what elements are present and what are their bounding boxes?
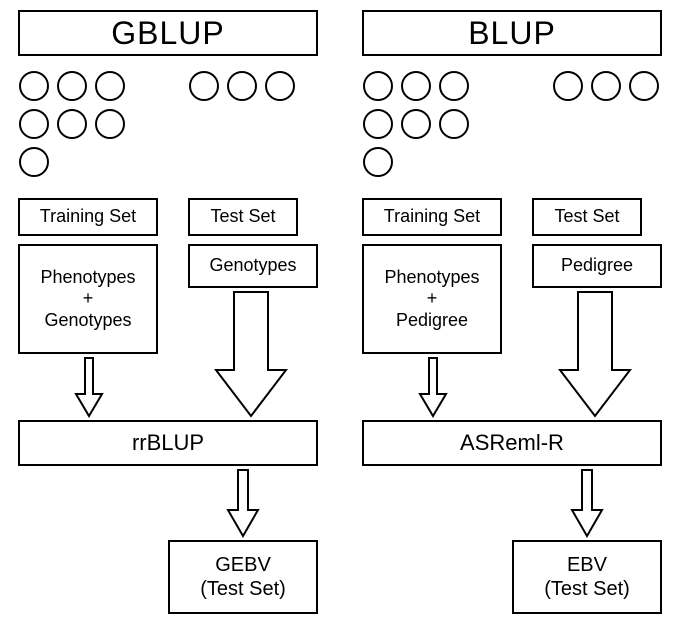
method-text: ASReml-R	[460, 430, 564, 456]
test-data-text: Genotypes	[209, 255, 296, 277]
output-box: EBV (Test Set)	[512, 540, 662, 614]
test-circles-blup	[552, 70, 672, 110]
arrow-training-to-method	[76, 358, 102, 416]
training-label-text: Training Set	[40, 206, 136, 228]
method-text: rrBLUP	[132, 430, 204, 456]
output-text: GEBV (Test Set)	[200, 553, 286, 601]
output-text: EBV (Test Set)	[544, 553, 630, 601]
arrow-training-to-method	[420, 358, 446, 416]
training-label-box: Training Set	[362, 198, 502, 236]
test-label-text: Test Set	[554, 206, 619, 228]
title-box-gblup: GBLUP	[18, 10, 318, 56]
test-label-text: Test Set	[210, 206, 275, 228]
training-circles-blup	[362, 70, 482, 190]
test-label-box: Test Set	[188, 198, 298, 236]
test-label-box: Test Set	[532, 198, 642, 236]
training-circles-gblup	[18, 70, 138, 190]
training-data-box: Phenotypes + Pedigree	[362, 244, 502, 354]
title-text: BLUP	[468, 14, 556, 52]
panel-blup: BLUP Training Set Test Set	[362, 0, 682, 638]
arrow-method-to-output	[228, 470, 258, 536]
test-data-box: Pedigree	[532, 244, 662, 288]
training-data-box: Phenotypes + Genotypes	[18, 244, 158, 354]
method-box: rrBLUP	[18, 420, 318, 466]
title-text: GBLUP	[111, 14, 224, 52]
output-box: GEBV (Test Set)	[168, 540, 318, 614]
diagram-root: GBLUP Training Set	[0, 0, 685, 638]
title-box-blup: BLUP	[362, 10, 662, 56]
arrow-test-to-method	[216, 292, 286, 416]
test-data-box: Genotypes	[188, 244, 318, 288]
panel-gblup: GBLUP Training Set	[18, 0, 338, 638]
training-data-text: Phenotypes + Genotypes	[40, 267, 135, 332]
training-label-box: Training Set	[18, 198, 158, 236]
method-box: ASReml-R	[362, 420, 662, 466]
test-data-text: Pedigree	[561, 255, 633, 277]
training-label-text: Training Set	[384, 206, 480, 228]
arrow-test-to-method	[560, 292, 630, 416]
arrow-method-to-output	[572, 470, 602, 536]
training-data-text: Phenotypes + Pedigree	[384, 267, 479, 332]
test-circles-gblup	[188, 70, 308, 110]
